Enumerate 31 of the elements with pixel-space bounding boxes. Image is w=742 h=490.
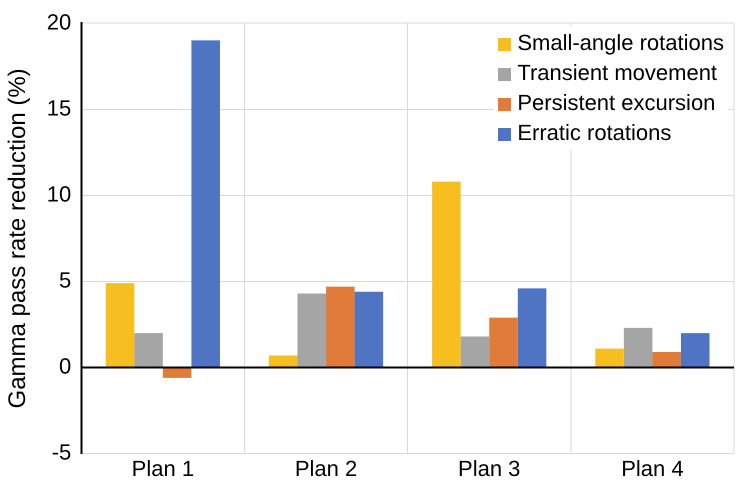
bar — [268, 355, 298, 368]
bar — [518, 288, 546, 368]
bar — [680, 333, 710, 368]
y-tick-label: 20 — [46, 9, 72, 34]
y-tick-label: 15 — [46, 95, 72, 120]
bar — [432, 182, 461, 368]
legend-label: Erratic rotations — [516, 119, 672, 147]
y-axis-title: Gamma pass rate reduction (%) — [4, 68, 32, 408]
bar — [460, 336, 490, 368]
x-tick-label: Plan 2 — [294, 456, 358, 481]
legend-label: Transient movement — [516, 59, 718, 87]
bar — [297, 293, 326, 368]
y-tick-label: 5 — [59, 268, 72, 293]
bar — [326, 286, 355, 368]
bar — [106, 283, 134, 368]
y-tick-label: 10 — [46, 181, 72, 206]
bar — [134, 333, 163, 368]
bar — [595, 348, 624, 368]
bar — [191, 40, 220, 368]
legend-label: Small-angle rotations — [516, 29, 724, 57]
bar — [354, 292, 384, 368]
y-tick-label: 0 — [59, 354, 72, 379]
x-tick-label: Plan 1 — [132, 456, 194, 481]
bar — [489, 318, 518, 368]
bar — [652, 352, 681, 368]
x-tick-label: Plan 4 — [621, 456, 684, 481]
legend-label: Persistent excursion — [516, 89, 716, 117]
bar — [162, 368, 192, 378]
x-tick-label: Plan 3 — [458, 456, 520, 481]
y-tick-label: -5 — [52, 440, 72, 465]
bar — [624, 328, 652, 368]
